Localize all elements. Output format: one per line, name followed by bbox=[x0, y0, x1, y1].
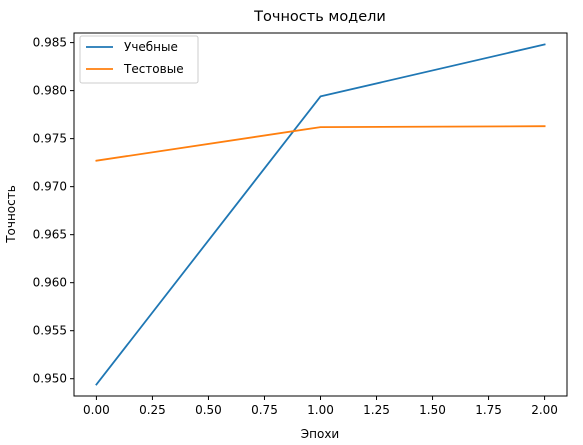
y-tick-label: 0.955 bbox=[33, 324, 67, 338]
x-tick-label: 0.50 bbox=[195, 403, 222, 417]
y-tick-label: 0.950 bbox=[33, 372, 67, 386]
x-axis: 0.00 0.25 0.50 0.75 1.00 1.25 1.50 1.75 2.00 bbox=[83, 396, 558, 417]
y-tick-label: 0.985 bbox=[33, 36, 67, 50]
x-tick-label: 0.75 bbox=[251, 403, 278, 417]
legend-label-0: Учебные bbox=[124, 40, 178, 54]
x-tick-label: 1.75 bbox=[475, 403, 502, 417]
series-line-0 bbox=[95, 43, 546, 386]
y-tick-label: 0.965 bbox=[33, 228, 67, 242]
legend: Учебные Тестовые bbox=[79, 35, 199, 84]
y-tick-label: 0.980 bbox=[33, 84, 67, 98]
x-axis-label: Эпохи bbox=[301, 427, 339, 441]
y-axis-label: Точность bbox=[4, 185, 18, 244]
y-tick-label: 0.960 bbox=[33, 276, 67, 290]
chart-title: Точность модели bbox=[253, 9, 386, 25]
y-tick-label: 0.970 bbox=[33, 180, 67, 194]
series-lines bbox=[95, 43, 546, 386]
x-tick-label: 1.25 bbox=[363, 403, 390, 417]
x-tick-label: 0.25 bbox=[139, 403, 166, 417]
y-tick-label: 0.975 bbox=[33, 132, 67, 146]
x-tick-label: 1.00 bbox=[307, 403, 334, 417]
x-tick-label: 0.00 bbox=[83, 403, 110, 417]
y-axis: 0.950 0.955 0.960 0.965 0.970 0.975 0.980 0.985 bbox=[33, 36, 74, 386]
x-tick-label: 1.50 bbox=[419, 403, 446, 417]
x-tick-label: 2.00 bbox=[531, 403, 558, 417]
series-line-1 bbox=[95, 125, 546, 162]
legend-label-1: Тестовые bbox=[123, 62, 184, 76]
